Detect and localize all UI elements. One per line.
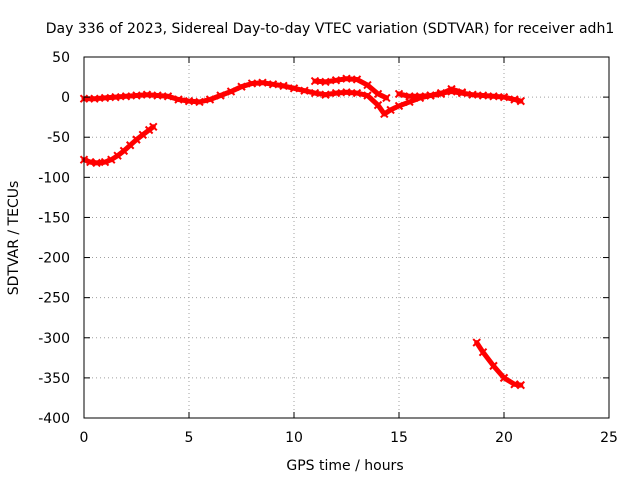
data-point bbox=[510, 95, 519, 104]
x-tick-label: 0 bbox=[80, 430, 89, 446]
data-point bbox=[386, 105, 395, 115]
data-point bbox=[216, 91, 225, 100]
x-tick-label: 20 bbox=[495, 430, 513, 446]
data-point bbox=[205, 95, 215, 104]
data-point bbox=[300, 86, 309, 95]
data-point bbox=[195, 97, 204, 107]
data-point bbox=[258, 78, 267, 87]
axis-layer: 0 5 10 15 20 25 50 0 -50 -100 -150 -200 -250 -300 -350… bbox=[38, 50, 618, 446]
data-point bbox=[310, 76, 320, 86]
data-point bbox=[468, 90, 477, 99]
y-axis-label: SDTVAR / TECUs bbox=[6, 181, 22, 296]
data-point bbox=[489, 92, 498, 101]
y-tick-label: 50 bbox=[52, 50, 70, 66]
data-point bbox=[184, 96, 194, 106]
data-point bbox=[382, 93, 391, 103]
data-point bbox=[510, 380, 519, 389]
y-tick-label: -400 bbox=[38, 411, 70, 427]
data-point bbox=[394, 89, 404, 99]
data-point bbox=[342, 88, 351, 97]
data-point bbox=[516, 96, 526, 106]
data-point bbox=[279, 81, 288, 91]
y-tick-label: -100 bbox=[38, 170, 70, 186]
data-point bbox=[489, 361, 498, 371]
data-point bbox=[310, 88, 320, 98]
data-point bbox=[138, 130, 148, 140]
x-tick-label: 10 bbox=[285, 430, 303, 446]
data-point bbox=[132, 91, 141, 100]
data-point bbox=[132, 135, 141, 144]
data-point bbox=[226, 87, 236, 96]
y-tick-label: -350 bbox=[38, 371, 70, 387]
plot-border bbox=[83, 56, 610, 419]
grid-layer bbox=[84, 57, 609, 418]
y-tick-label: -50 bbox=[47, 130, 70, 146]
data-point bbox=[478, 91, 488, 100]
y-tick-label: 0 bbox=[61, 90, 70, 106]
data-point bbox=[321, 90, 330, 99]
data-point bbox=[405, 92, 414, 101]
data-point bbox=[321, 77, 330, 87]
data-point bbox=[289, 84, 299, 93]
data-point bbox=[142, 90, 152, 99]
data-layer bbox=[79, 74, 526, 390]
y-tick-label: -300 bbox=[38, 331, 70, 347]
data-point bbox=[100, 93, 110, 103]
y-tick-label: -200 bbox=[38, 251, 70, 267]
data-point bbox=[373, 89, 383, 99]
data-point bbox=[163, 92, 173, 101]
data-point bbox=[363, 80, 372, 90]
data-point bbox=[149, 122, 158, 132]
data-point bbox=[426, 91, 435, 100]
series-track-6 bbox=[472, 338, 526, 390]
data-point bbox=[447, 84, 456, 94]
x-axis-label: GPS time / hours bbox=[286, 458, 403, 474]
data-point bbox=[86, 157, 95, 167]
series-track-2 bbox=[79, 78, 330, 107]
series-track-1 bbox=[79, 122, 158, 168]
data-point bbox=[113, 151, 122, 160]
data-point bbox=[380, 109, 389, 119]
data-point bbox=[436, 89, 446, 99]
data-point bbox=[268, 80, 278, 89]
data-point bbox=[363, 91, 372, 100]
data-point bbox=[342, 74, 351, 83]
data-point bbox=[415, 92, 425, 101]
chart-title: Day 336 of 2023, Sidereal Day-to-day VTE… bbox=[46, 21, 614, 37]
data-point bbox=[90, 94, 99, 103]
data-point bbox=[331, 76, 341, 85]
data-point bbox=[247, 79, 257, 88]
data-point bbox=[373, 100, 383, 110]
data-point bbox=[111, 92, 120, 102]
series-track-3 bbox=[310, 74, 391, 103]
data-point bbox=[352, 88, 362, 98]
data-point bbox=[499, 373, 509, 383]
series-track-5 bbox=[394, 84, 467, 101]
data-point bbox=[499, 92, 509, 102]
x-tick-label: 15 bbox=[390, 430, 408, 446]
data-point bbox=[331, 88, 341, 98]
data-point bbox=[121, 92, 131, 101]
data-point bbox=[394, 101, 404, 111]
data-point bbox=[352, 75, 362, 84]
data-point bbox=[107, 155, 116, 164]
data-point bbox=[92, 158, 101, 168]
y-tick-label: -150 bbox=[38, 210, 70, 226]
x-tick-label: 5 bbox=[185, 430, 194, 446]
x-tick-label: 25 bbox=[600, 430, 618, 446]
data-point bbox=[153, 91, 162, 100]
data-point bbox=[478, 348, 488, 357]
data-point bbox=[174, 95, 183, 104]
data-point bbox=[125, 141, 135, 150]
data-point bbox=[100, 157, 110, 167]
data-point bbox=[237, 82, 246, 91]
y-tick-label: -250 bbox=[38, 291, 70, 307]
data-point bbox=[119, 146, 129, 156]
data-point bbox=[457, 88, 467, 97]
data-point bbox=[516, 380, 526, 390]
data-point bbox=[472, 338, 481, 347]
